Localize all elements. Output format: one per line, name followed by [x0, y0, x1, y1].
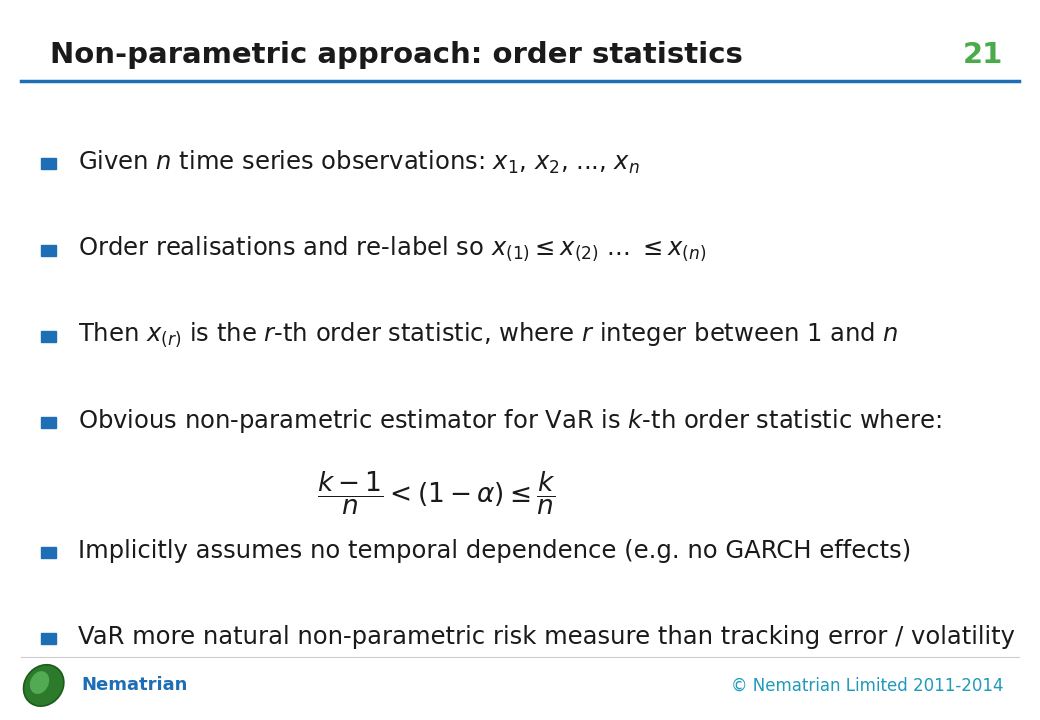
Text: Obvious non-parametric estimator for VaR is $\mathit{k}$-th order statistic wher: Obvious non-parametric estimator for VaR…	[78, 408, 941, 435]
Bar	[41, 245, 56, 256]
Text: VaR more natural non-parametric risk measure than tracking error / volatility: VaR more natural non-parametric risk mea…	[78, 625, 1015, 649]
Ellipse shape	[30, 671, 49, 694]
Text: © Nematrian Limited 2011-2014: © Nematrian Limited 2011-2014	[731, 677, 1004, 694]
Text: $\dfrac{k-1}{n} < \left(1-\alpha\right) \leq \dfrac{k}{n}$: $\dfrac{k-1}{n} < \left(1-\alpha\right) …	[317, 469, 556, 517]
Bar	[41, 547, 56, 558]
Text: Then $x_{(r)}$ is the $\mathit{r}$-th order statistic, where $\mathit{r}$ intege: Then $x_{(r)}$ is the $\mathit{r}$-th or…	[78, 320, 899, 349]
Text: Given $\mathit{n}$ time series observations: $x_1$, $x_2$, ..., $x_n$: Given $\mathit{n}$ time series observati…	[78, 148, 640, 176]
Bar	[41, 418, 56, 428]
Text: Non-parametric approach: order statistics: Non-parametric approach: order statistic…	[50, 42, 743, 69]
Text: Order realisations and re-label so $x_{(1)} \leq x_{(2)}$ ... $\leq x_{(n)}$: Order realisations and re-label so $x_{(…	[78, 234, 706, 263]
Text: Implicitly assumes no temporal dependence (e.g. no GARCH effects): Implicitly assumes no temporal dependenc…	[78, 539, 911, 563]
Bar	[41, 331, 56, 342]
Bar	[41, 634, 56, 644]
Bar	[41, 158, 56, 169]
Text: Nematrian: Nematrian	[81, 677, 187, 694]
Ellipse shape	[24, 665, 63, 706]
Text: 21: 21	[963, 42, 1004, 69]
